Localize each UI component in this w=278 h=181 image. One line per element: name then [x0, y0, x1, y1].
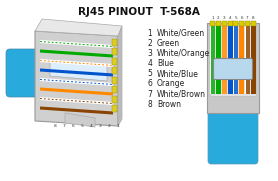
Text: 6: 6: [147, 79, 152, 89]
Bar: [234, 21, 239, 26]
Text: RJ45 PINOUT  T-568A: RJ45 PINOUT T-568A: [78, 7, 200, 17]
Text: White/Blue: White/Blue: [157, 69, 199, 78]
Text: 3: 3: [147, 49, 152, 58]
Bar: [234, 23, 239, 94]
Text: 8: 8: [147, 100, 152, 109]
Polygon shape: [50, 61, 107, 81]
Bar: [245, 23, 247, 94]
Text: 6: 6: [71, 124, 75, 128]
Bar: [239, 21, 244, 26]
Text: 4: 4: [229, 16, 231, 20]
Text: 7: 7: [147, 90, 152, 99]
Text: 5: 5: [81, 124, 83, 128]
Text: 8: 8: [252, 16, 255, 20]
Bar: [249, 23, 250, 94]
Bar: [224, 23, 225, 94]
Bar: [210, 23, 215, 94]
Text: 4: 4: [90, 124, 93, 128]
Text: White/Brown: White/Brown: [157, 90, 206, 99]
Bar: [222, 23, 224, 94]
Text: 1: 1: [147, 28, 152, 37]
Text: Orange: Orange: [157, 79, 185, 89]
Text: Green: Green: [157, 39, 180, 48]
Text: 5: 5: [235, 16, 237, 20]
Text: 7: 7: [246, 16, 249, 20]
Bar: [112, 67, 117, 74]
Bar: [212, 23, 214, 94]
Bar: [245, 21, 250, 26]
Bar: [214, 23, 215, 94]
Polygon shape: [118, 26, 122, 126]
Bar: [112, 96, 117, 102]
Bar: [112, 48, 117, 55]
Bar: [245, 23, 250, 94]
Polygon shape: [65, 113, 95, 127]
Text: Blue: Blue: [157, 59, 174, 68]
Text: 6: 6: [240, 16, 243, 20]
Text: 1: 1: [212, 16, 214, 20]
Text: 4: 4: [147, 59, 152, 68]
Text: 3: 3: [99, 124, 101, 128]
Bar: [112, 105, 117, 112]
Bar: [216, 23, 221, 94]
Bar: [225, 23, 227, 94]
Polygon shape: [35, 31, 118, 126]
Bar: [234, 23, 235, 94]
Bar: [210, 23, 256, 96]
Bar: [210, 21, 215, 26]
Text: 7: 7: [63, 124, 65, 128]
FancyBboxPatch shape: [214, 58, 252, 79]
Bar: [222, 21, 227, 26]
Bar: [207, 23, 259, 113]
Polygon shape: [35, 19, 122, 36]
Bar: [112, 58, 117, 64]
Text: 3: 3: [223, 16, 226, 20]
Bar: [239, 23, 244, 94]
Bar: [211, 23, 212, 94]
Text: White/Orange: White/Orange: [157, 49, 210, 58]
Bar: [112, 77, 117, 83]
Text: 2: 2: [217, 16, 220, 20]
Bar: [251, 21, 256, 26]
Bar: [237, 23, 238, 94]
Text: White/Green: White/Green: [157, 28, 205, 37]
Text: 2: 2: [108, 124, 110, 128]
FancyBboxPatch shape: [6, 49, 42, 97]
Bar: [216, 21, 221, 26]
Bar: [247, 23, 249, 94]
Bar: [112, 39, 117, 45]
FancyBboxPatch shape: [208, 98, 258, 164]
Text: 1: 1: [116, 124, 120, 128]
Text: Brown: Brown: [157, 100, 181, 109]
Bar: [112, 86, 117, 93]
Text: 8: 8: [54, 124, 56, 128]
Bar: [228, 21, 233, 26]
Bar: [228, 23, 233, 94]
Bar: [235, 23, 237, 94]
Bar: [222, 23, 227, 94]
Text: 5: 5: [147, 69, 152, 78]
Text: 2: 2: [147, 39, 152, 48]
Bar: [251, 23, 256, 94]
